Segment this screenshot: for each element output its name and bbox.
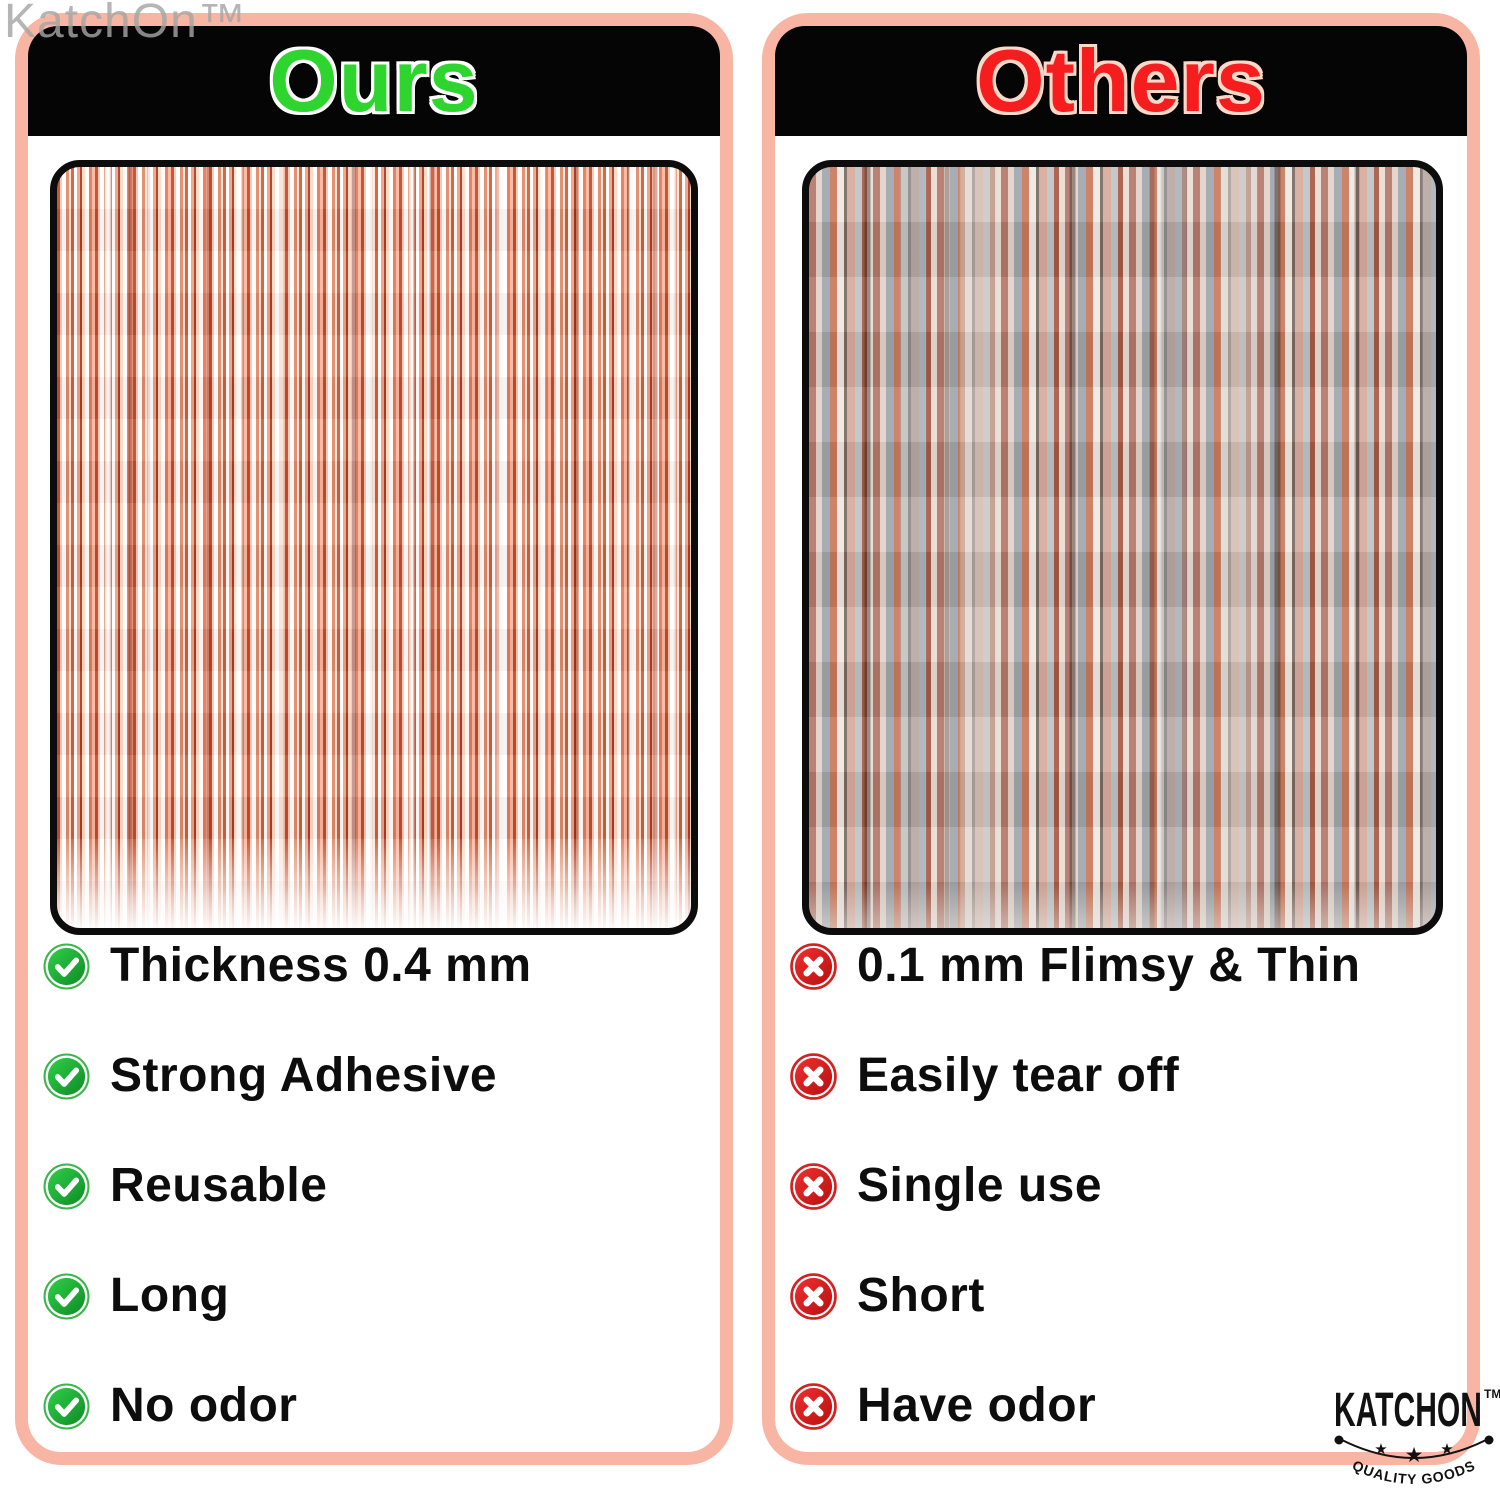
- feature-label: Short: [857, 1269, 985, 1322]
- logo-arc: [1341, 1439, 1487, 1459]
- feature-label: Have odor: [857, 1379, 1097, 1432]
- feature-row: Short: [790, 1268, 1457, 1324]
- check-icon: [43, 943, 90, 989]
- feature-label: 0.1 mm Flimsy & Thin: [857, 939, 1361, 992]
- others-title: Others: [976, 31, 1266, 130]
- feature-row: 0.1 mm Flimsy & Thin: [790, 938, 1457, 994]
- feature-row: Have odor: [790, 1378, 1457, 1434]
- feature-row: Thickness 0.4 mm: [43, 938, 710, 994]
- feature-row: Reusable: [43, 1158, 710, 1214]
- feature-row: Long: [43, 1268, 710, 1324]
- star-icon: ★: [1405, 1443, 1424, 1467]
- ours-card-header: Ours: [28, 26, 720, 136]
- check-icon: [43, 1383, 90, 1429]
- feature-label: Reusable: [110, 1159, 328, 1212]
- feature-label: Strong Adhesive: [110, 1049, 498, 1102]
- feature-label: No odor: [110, 1379, 298, 1432]
- ours-title: Ours: [269, 31, 479, 130]
- cross-icon: [790, 1272, 837, 1320]
- ours-curtain-image: [50, 160, 698, 935]
- katchon-logo: KATCHON TM ★ ★ ★ QUALITY GOODS: [1328, 1376, 1500, 1499]
- feature-row: Single use: [790, 1158, 1457, 1214]
- check-icon: [43, 1053, 90, 1099]
- feature-label: Single use: [857, 1159, 1103, 1212]
- cross-icon: [790, 1162, 837, 1210]
- feature-label: Thickness 0.4 mm: [110, 939, 532, 992]
- star-icon: ★: [1440, 1440, 1453, 1458]
- cross-icon: [790, 1052, 837, 1100]
- feature-row: Easily tear off: [790, 1048, 1457, 1104]
- cross-icon: [790, 1382, 837, 1430]
- logo-dot-left: [1334, 1435, 1344, 1445]
- logo-dot-right: [1484, 1435, 1494, 1445]
- feature-row: No odor: [43, 1378, 710, 1434]
- cross-icon: [790, 942, 837, 990]
- check-icon: [43, 1273, 90, 1319]
- others-curtain-image: [802, 160, 1443, 935]
- others-card: Others 0.1 mm Flimsy & Thin Easily tear …: [762, 13, 1480, 1465]
- feature-label: Long: [110, 1269, 230, 1322]
- feature-row: Strong Adhesive: [43, 1048, 710, 1104]
- logo-tm-text: TM: [1484, 1387, 1500, 1401]
- star-icon: ★: [1374, 1440, 1387, 1458]
- feature-label: Easily tear off: [857, 1049, 1180, 1102]
- check-icon: [43, 1163, 90, 1209]
- logo-brand-text: KATCHON: [1334, 1384, 1482, 1437]
- others-card-header: Others: [775, 26, 1467, 136]
- ours-card: Ours Thickness 0.4 mm Strong Adhesive Re…: [15, 13, 733, 1465]
